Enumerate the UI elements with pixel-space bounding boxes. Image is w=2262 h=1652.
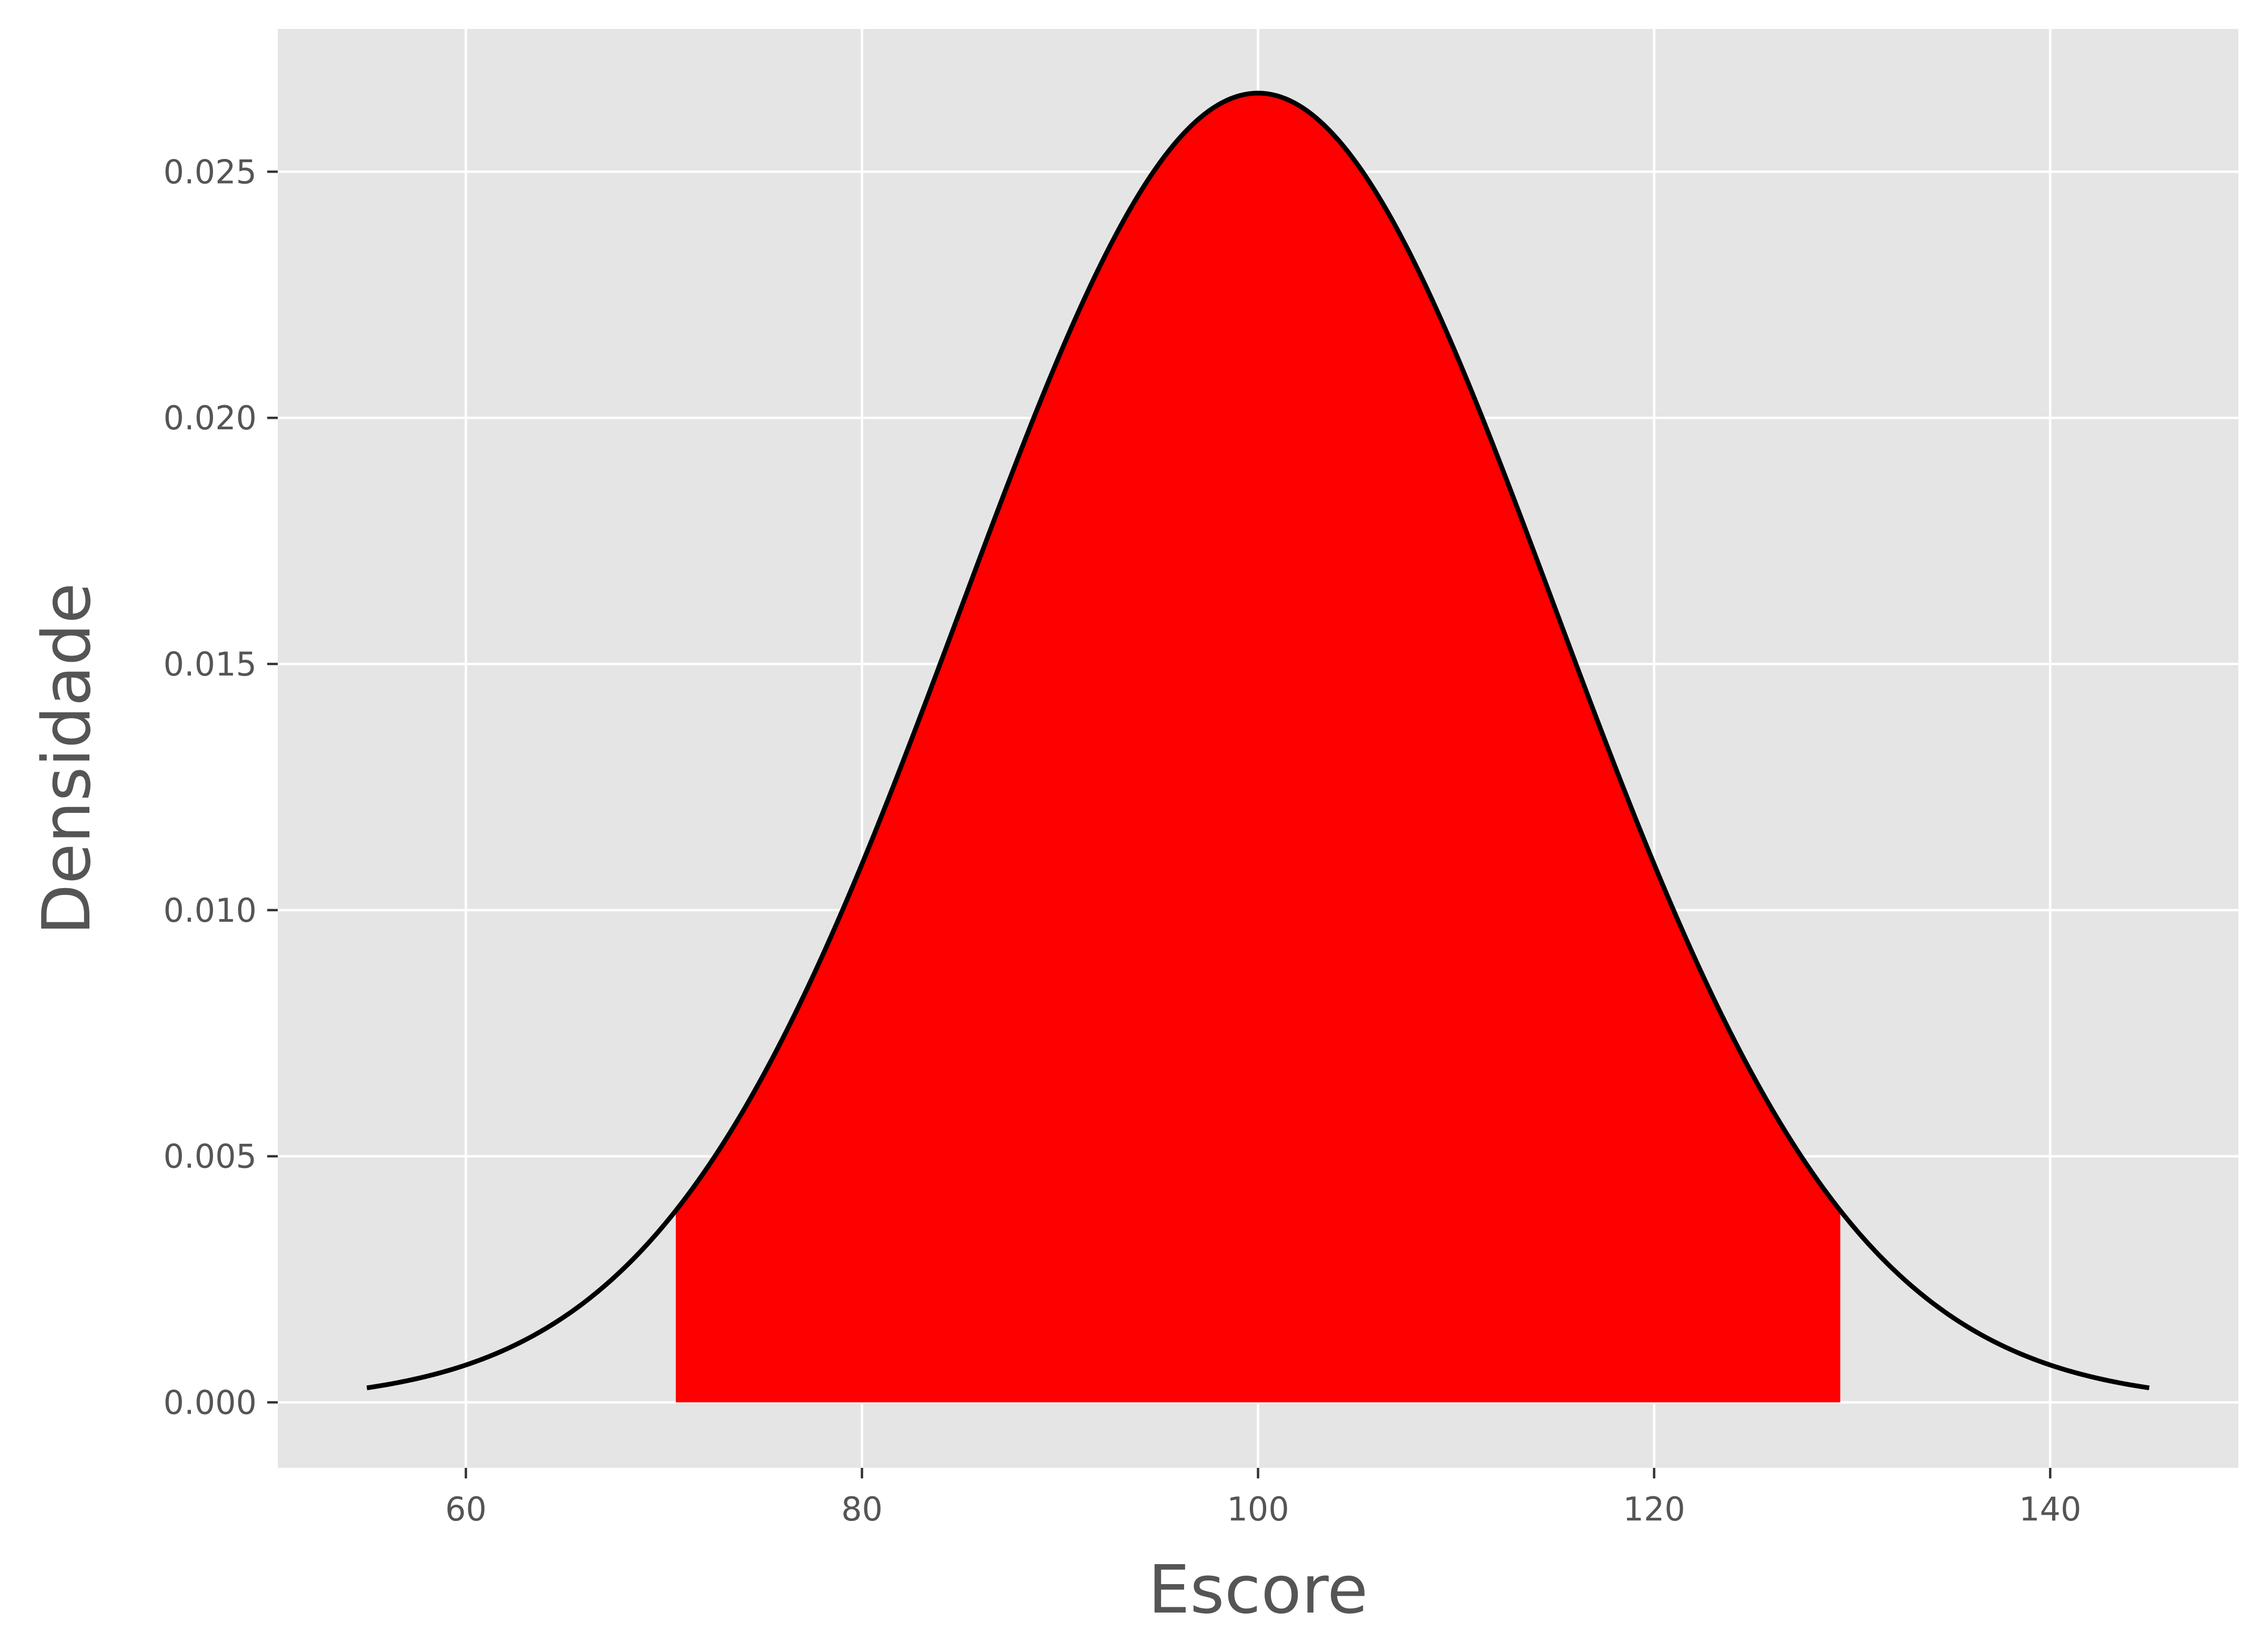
y-tick-label-0.020: 0.020 bbox=[164, 399, 257, 437]
y-axis-ticks: 0.000 0.005 0.010 0.015 0.020 0.025 bbox=[164, 153, 278, 1422]
density-curve bbox=[366, 90, 2150, 1391]
x-axis-label: Escore bbox=[1148, 1551, 1368, 1628]
y-tick-label-0.005: 0.005 bbox=[164, 1137, 257, 1176]
y-axis-label: Densidade bbox=[28, 583, 105, 935]
x-tick-label-140: 140 bbox=[2019, 1490, 2081, 1528]
y-tick-label-0.010: 0.010 bbox=[164, 891, 257, 930]
x-tick-label-60: 60 bbox=[445, 1490, 487, 1528]
x-axis-ticks: 60 80 100 120 140 bbox=[445, 1468, 2082, 1528]
x-tick-label-80: 80 bbox=[841, 1490, 883, 1528]
x-tick-label-100: 100 bbox=[1227, 1490, 1289, 1528]
shaded-area bbox=[675, 93, 1841, 1403]
y-tick-label-0.015: 0.015 bbox=[164, 645, 257, 683]
y-tick-label-0.025: 0.025 bbox=[164, 153, 257, 191]
y-tick-label-0.000: 0.000 bbox=[164, 1384, 257, 1422]
x-tick-label-120: 120 bbox=[1623, 1490, 1685, 1528]
